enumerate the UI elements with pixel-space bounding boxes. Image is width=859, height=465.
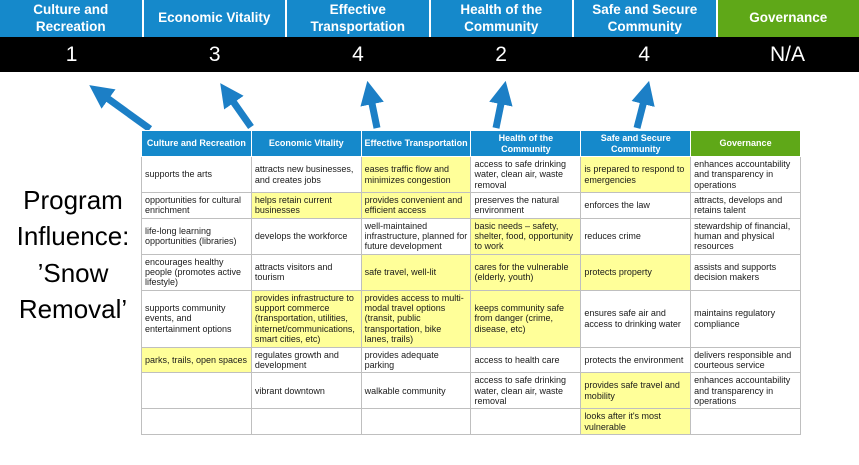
category-header-2: Effective Transportation [287,0,431,37]
matrix-cell-r1-c0: opportunities for cultural enrichment [141,192,252,219]
score-value-2: 4 [352,42,364,66]
matrix-cell-r2-c2: well-maintained infrastructure, planned … [360,217,472,255]
matrix-col-header-2: Effective Transportation [360,130,472,157]
matrix-cell-r4-c1: provides infrastructure to support comme… [250,289,362,348]
matrix-row-7: looks after it's most vulnerable [141,408,801,435]
matrix-cell-r7-c0 [141,408,252,435]
matrix-cell-r3-c0: encourages healthy people (promotes acti… [141,253,252,291]
matrix-row-6: vibrant downtown walkable community access… [141,372,801,410]
category-header-3: Health of the Community [430,0,574,37]
matrix-cell-r7-c4: looks after it's most vulnerable [580,408,692,435]
matrix-cell-r1-c4: enforces the law [580,192,692,219]
matrix-cell-r0-c5: enhances accountability and transparency… [690,155,801,194]
matrix-cell-r2-c0: life-long learning opportunities (librar… [141,217,252,255]
arrow-transportation [360,80,384,129]
matrix-cell-r3-c1: attracts visitors and tourism [250,253,362,291]
matrix-row-2: life-long learning opportunities (librar… [141,217,801,255]
influence-matrix: Culture and Recreation Economic Vitality E… [141,130,801,435]
category-header-5: Governance [717,0,859,37]
matrix-cell-r5-c4: protects the environment [580,346,692,374]
matrix-cell-r4-c0: supports community events, and entertain… [141,289,252,348]
matrix-col-header-5: Governance [690,130,801,157]
matrix-cell-r4-c3: keeps community safe from danger (crime,… [470,289,582,348]
matrix-cell-r6-c4: provides safe travel and mobility [580,372,692,410]
matrix-cell-r0-c0: supports the arts [141,155,252,194]
matrix-cell-r4-c2: provides access to multi-modal travel op… [360,289,472,348]
matrix-cell-r6-c1: vibrant downtown [250,372,362,410]
category-header-0: Culture and Recreation [0,0,144,37]
score-value-0: 1 [65,42,78,66]
matrix-body: supports the arts attracts new businesses… [141,155,801,435]
program-title: Program Influence: ’Snow Removal’ [16,185,130,325]
arrow-health [489,80,513,129]
score-value-5: N/A [769,42,805,66]
matrix-cell-r5-c1: regulates growth and development [250,346,362,374]
matrix-cell-r2-c4: reduces crime [580,217,692,255]
matrix-cell-r6-c3: access to safe drinking water, clean air… [470,372,582,410]
matrix-cell-r3-c4: protects property [580,253,692,291]
matrix-row-1: opportunities for cultural enrichment hel… [141,192,801,219]
matrix-cell-r7-c2 [360,408,472,435]
matrix-cell-r1-c1: helps retain current businesses [250,192,362,219]
matrix-row-4: supports community events, and entertain… [141,289,801,348]
matrix-header-row: Culture and Recreation Economic Vitality E… [141,130,801,157]
matrix-cell-r1-c2: provides convenient and efficient access [360,192,472,219]
matrix-cell-r3-c5: assists and supports decision makers [690,253,801,291]
matrix-cell-r2-c3: basic needs – safety, shelter, food, opp… [470,217,582,255]
matrix-cell-r4-c4: ensures safe air and access to drinking … [580,289,692,348]
matrix-row-5: parks, trails, open spaces regulates grow… [141,346,801,374]
matrix-cell-r7-c3 [470,408,582,435]
matrix-cell-r2-c1: develops the workforce [250,217,362,255]
matrix-cell-r0-c2: eases traffic flow and minimizes congest… [360,155,472,194]
arrow-safe [631,80,655,129]
matrix-cell-r3-c3: cares for the vulnerable (elderly, youth… [470,253,582,291]
matrix-col-header-1: Economic Vitality [250,130,362,157]
matrix-cell-r6-c0 [141,372,252,410]
influence-arrows [89,80,655,130]
arrow-culture [89,85,153,130]
score-value-1: 3 [208,42,221,66]
matrix-cell-r5-c3: access to health care [470,346,582,374]
matrix-row-0: supports the arts attracts new businesses… [141,155,801,194]
score-value-3: 2 [495,42,507,66]
score-band: 1 3 4 2 4 N/A [0,37,859,72]
matrix-cell-r2-c5: stewardship of financial, human and phys… [690,217,801,255]
matrix-cell-r7-c1 [250,408,362,435]
matrix-col-header-3: Health of the Community [470,130,582,157]
matrix-col-header-4: Safe and Secure Community [580,130,692,157]
category-header-4: Safe and Secure Community [574,0,718,37]
matrix-cell-r0-c3: access to safe drinking water, clean air… [470,155,582,194]
matrix-table: Culture and Recreation Economic Vitality E… [141,130,801,435]
matrix-cell-r7-c5 [690,408,801,435]
matrix-cell-r5-c5: delivers responsible and courteous servi… [690,346,801,374]
arrow-economic [220,83,254,130]
matrix-col-header-0: Culture and Recreation [141,130,252,157]
matrix-cell-r1-c3: preserves the natural environment [470,192,582,219]
matrix-cell-r0-c4: is prepared to respond to emergencies [580,155,692,194]
matrix-cell-r5-c0: parks, trails, open spaces [141,346,252,374]
score-value-4: 4 [638,42,651,66]
category-header-1: Economic Vitality [143,0,287,37]
matrix-row-3: encourages healthy people (promotes acti… [141,253,801,291]
category-band: Culture and Recreation Economic Vitality E… [0,0,859,37]
matrix-cell-r4-c5: maintains regulatory compliance [690,289,801,348]
matrix-cell-r3-c2: safe travel, well-lit [360,253,472,291]
matrix-cell-r1-c5: attracts, develops and retains talent [690,192,801,219]
matrix-cell-r6-c2: walkable community [360,372,472,410]
matrix-cell-r0-c1: attracts new businesses, and creates job… [250,155,362,194]
matrix-cell-r6-c5: enhances accountability and transparency… [690,372,801,410]
matrix-cell-r5-c2: provides adequate parking [360,346,472,374]
